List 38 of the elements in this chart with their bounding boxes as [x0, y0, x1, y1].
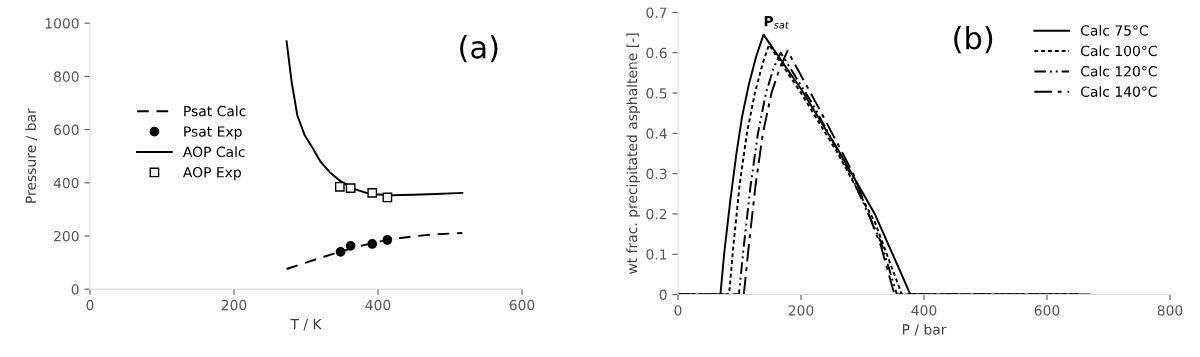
y-tick-label: 0.6: [646, 47, 667, 59]
y-tick-label: 1000: [45, 18, 79, 29]
y-axis-title: Pressure / bar: [25, 108, 38, 203]
x-tick-label: 800: [1157, 305, 1183, 316]
legend-label: Calc 120°C: [1081, 65, 1157, 77]
y-axis-title: wt frac. precipitated asphaltene [-]: [626, 33, 640, 275]
annotation: (a): [460, 35, 498, 63]
x-tick-label: 0: [674, 305, 682, 316]
legend-label: Calc 100°C: [1081, 45, 1157, 57]
y-tick-label: 0: [659, 289, 667, 300]
annotation: P$_{sat}$: [764, 16, 789, 29]
annotation: (b): [954, 25, 993, 54]
legend-label: Calc 75°C: [1081, 24, 1148, 36]
y-tick-label: 800: [54, 71, 79, 82]
x-tick-label: 600: [1034, 305, 1060, 316]
legend-label: Psat Calc: [184, 105, 246, 117]
x-axis-title: T / K: [290, 319, 322, 331]
y-tick-label: 0.2: [646, 208, 667, 220]
legend-label: Calc 140°C: [1081, 86, 1157, 97]
legend-label: AOP Calc: [183, 146, 245, 158]
y-tick-label: 400: [53, 177, 79, 189]
x-tick-label: 400: [911, 305, 937, 316]
x-tick-label: 400: [365, 299, 391, 311]
x-tick-label: 200: [788, 305, 814, 316]
y-tick-label: 200: [54, 230, 79, 242]
legend-label: AOP Exp: [183, 166, 241, 181]
x-tick-label: 600: [509, 299, 535, 311]
y-tick-label: 0: [71, 284, 79, 295]
x-axis-title: P / bar: [902, 323, 947, 336]
y-tick-label: 600: [54, 124, 79, 136]
y-tick-label: 0.3: [646, 168, 667, 180]
y-tick-label: 0.4: [646, 128, 667, 139]
y-tick-label: 0.5: [646, 88, 667, 99]
x-tick-label: 200: [221, 299, 247, 311]
y-tick-label: 0.1: [646, 249, 667, 260]
y-tick-label: 0.7: [646, 7, 667, 18]
legend-label: Psat Exp: [184, 126, 242, 140]
x-tick-label: 0: [86, 299, 94, 311]
